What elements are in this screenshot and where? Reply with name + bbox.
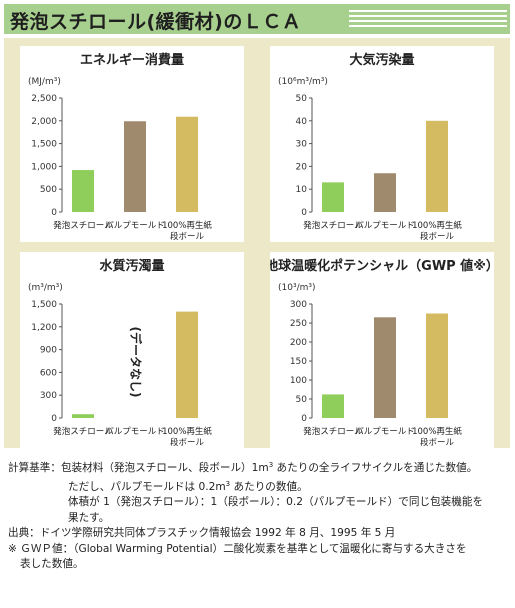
y-tick-label: 0 (301, 414, 307, 424)
note-gwp-line1: ※ ＧＷＰ値：（Global Warming Potential）二酸化炭素を基… (8, 542, 467, 555)
axis-unit-label: (MJ/m³) (28, 77, 61, 87)
y-tick-label: 10 (296, 185, 308, 195)
x-category-label: パルプモールド (105, 427, 165, 437)
y-tick-label: 200 (290, 338, 307, 348)
x-category-label: 段ボール (420, 231, 455, 242)
y-tick-label: 50 (296, 395, 308, 405)
x-category-label: パルプモールド (105, 221, 165, 231)
y-tick-label: 2,000 (31, 117, 57, 127)
bar (72, 414, 94, 418)
x-category-label: 段ボール (170, 437, 205, 448)
bar (176, 116, 198, 212)
x-category-label: 100%再生紙 (162, 426, 212, 437)
axis-unit-label: (m³/m³) (28, 283, 63, 293)
y-tick-label: 500 (40, 185, 57, 195)
chart-gwp: 地球温暖化ポテンシャル（GWP 値※） (10³/m³) 0 50 100 150 200 2… (270, 258, 494, 448)
y-tick-label: 0 (51, 414, 57, 424)
y-tick-label: 2,500 (31, 94, 57, 104)
chart-title: 地球温暖化ポテンシャル（GWP 値※） (270, 258, 494, 274)
note-basis-line4: 果たす。 (68, 511, 110, 524)
bar (426, 313, 448, 418)
y-tick-label: 300 (290, 300, 307, 310)
bar (124, 121, 146, 212)
note-text: あたりの数値。 (230, 480, 308, 493)
x-category-label: パルプモールド (355, 427, 415, 437)
chart-panel-energy: エネルギー消費量 (MJ/m³) 0 500 1,000 1,500 2,000 2,500 発… (20, 46, 244, 242)
bar (374, 173, 396, 212)
note-basis-line1: 計算基準：包装材料（発泡スチロール、段ボール）1m3 あたりの全ライフサイクルを… (8, 458, 508, 477)
chart-panel-gwp: 地球温暖化ポテンシャル（GWP 値※） (10³/m³) 0 50 100 150 200 2… (270, 252, 494, 448)
chart-air: 大気汚染量 (10⁶m³/m³) 0 10 20 30 40 50 発泡スチロールパルプモールド… (278, 52, 462, 242)
y-tick-label: 300 (40, 391, 57, 401)
chart-title: 大気汚染量 (349, 52, 414, 68)
y-tick-label: 1,500 (31, 300, 57, 310)
note-text: 包装材料（発泡スチロール、段ボール）1m (60, 462, 269, 474)
y-tick-label: 600 (40, 368, 57, 378)
note-basis-line2: ただし、パルプモールドは 0.2m3 あたりの数値。 (8, 477, 508, 496)
note-sup: 3 (268, 461, 274, 469)
chart-title: 水質汚濁量 (99, 258, 164, 274)
y-tick-label: 100 (290, 376, 307, 386)
y-tick-label: 1,200 (31, 323, 57, 333)
x-category-label: 発泡スチロール (303, 426, 363, 437)
bar (374, 317, 396, 418)
y-tick-label: 1,000 (31, 162, 57, 172)
bar (322, 182, 344, 212)
chart-energy: エネルギー消費量 (MJ/m³) 0 500 1,000 1,500 2,000 2,500 発… (28, 52, 212, 242)
chart-panel-air: 大気汚染量 (10⁶m³/m³) 0 10 20 30 40 50 発泡スチロール パルプモールド… (270, 46, 494, 242)
y-tick-label: 30 (296, 140, 308, 150)
y-tick-label: 150 (290, 357, 307, 367)
y-tick-label: 0 (301, 208, 307, 218)
x-category-label: パルプモールド (355, 221, 415, 231)
header-bar: 発泡スチロール(緩衝材)のＬＣＡ (4, 4, 510, 34)
x-category-label: 発泡スチロール (53, 220, 113, 231)
notes-section: 計算基準：包装材料（発泡スチロール、段ボール）1m3 あたりの全ライフサイクルを… (8, 458, 508, 573)
y-tick-label: 1,500 (31, 140, 57, 150)
x-category-label: 発泡スチロール (303, 220, 363, 231)
chart-water: 水質汚濁量 (m³/m³) 0 300 600 900 1,200 1,500 発泡スチロールパ… (28, 258, 212, 448)
y-tick-label: 0 (51, 208, 57, 218)
bar (426, 120, 448, 212)
note-basis-line3: 体積が 1（発泡スチロール）：1（段ボール）：0.2（パルプモールド）で同じ包装… (68, 496, 484, 508)
y-tick-label: 250 (290, 319, 307, 329)
note-text: あたりの全ライフサイクルを通じた数値。 (273, 462, 478, 474)
note-source: 出典：ドイツ学際研究共同体プラスチック情報協会 1992 年 8 月、1995 … (8, 527, 396, 539)
page-title: 発泡スチロール(緩衝材)のＬＣＡ (10, 11, 302, 33)
bar (72, 170, 94, 212)
bar (322, 394, 344, 418)
y-tick-label: 900 (40, 346, 57, 356)
y-tick-label: 50 (296, 94, 308, 104)
header-stripe-decoration (349, 10, 507, 28)
note-text: ただし、パルプモールドは 0.2m (68, 480, 226, 493)
bar (176, 311, 198, 418)
chart-panel-water: 水質汚濁量 (m³/m³) 0 300 600 900 1,200 1,500 発泡スチロールパ… (20, 252, 244, 448)
x-category-label: 100%再生紙 (412, 426, 462, 437)
x-category-label: 段ボール (420, 437, 455, 448)
y-tick-label: 40 (296, 117, 308, 127)
axis-unit-label: (10³/m³) (278, 283, 316, 293)
note-basis-label: 計算基準： (8, 462, 61, 474)
x-category-label: 100%再生紙 (162, 220, 212, 231)
axis-unit-label: (10⁶m³/m³) (278, 77, 328, 87)
chart-title: エネルギー消費量 (80, 52, 184, 68)
note-gwp-line2: 表した数値。 (20, 558, 84, 570)
y-tick-label: 20 (296, 162, 308, 172)
x-category-label: 段ボール (170, 231, 205, 242)
note-sup: 3 (225, 479, 231, 488)
chart-grid: エネルギー消費量 (MJ/m³) 0 500 1,000 1,500 2,000 2,500 発… (4, 38, 510, 448)
x-category-label: 発泡スチロール (53, 426, 113, 437)
x-category-label: 100%再生紙 (412, 220, 462, 231)
no-data-annotation: (データなし) (129, 327, 144, 398)
